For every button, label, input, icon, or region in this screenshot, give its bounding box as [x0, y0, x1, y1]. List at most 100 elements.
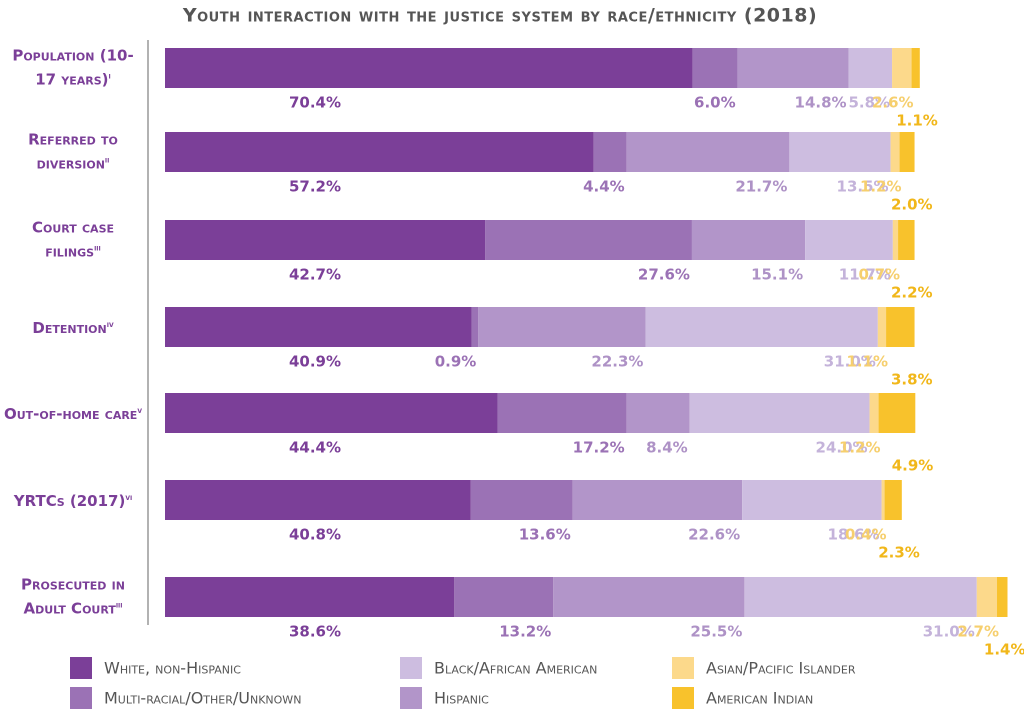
value-label: 70.4%	[289, 94, 341, 112]
value-label: 22.3%	[591, 353, 643, 371]
category-text: Detention	[32, 319, 107, 337]
value-label: 42.7%	[289, 266, 341, 284]
value-label: 15.1%	[751, 266, 803, 284]
value-label: 0.9%	[435, 353, 477, 371]
value-label: 40.8%	[289, 526, 341, 544]
bar-segment	[645, 307, 878, 347]
footnote-marker: i	[108, 71, 111, 82]
value-label: 2.2%	[891, 284, 933, 302]
value-label: 21.7%	[735, 178, 787, 196]
bar-segment	[789, 132, 891, 172]
category-label: Detentioniv	[4, 315, 142, 339]
bar-segment	[689, 393, 870, 433]
bar-segment	[997, 577, 1008, 617]
chart-title: Youth interaction with the justice syste…	[182, 5, 817, 27]
bar-segment	[165, 220, 486, 260]
bar-segment	[892, 48, 912, 88]
value-label: 1.4%	[984, 641, 1024, 659]
value-label: 2.0%	[891, 196, 933, 214]
value-label: 13.5%	[837, 178, 889, 196]
bar-segment	[471, 307, 479, 347]
bar-segment	[572, 480, 743, 520]
category-label: Prosecuted in Adult Courtiii	[4, 575, 142, 620]
value-label: 13.2%	[499, 623, 551, 641]
bar-segment	[470, 480, 573, 520]
category-label: YRTCs (2017)vi	[4, 488, 142, 512]
bar-segment	[691, 220, 806, 260]
bar-segment	[886, 307, 915, 347]
bar-segment	[848, 48, 893, 88]
bar-segment	[869, 393, 879, 433]
bar-segment	[626, 132, 790, 172]
bar-segment	[478, 307, 646, 347]
bar-segment	[553, 577, 745, 617]
bar-segment	[165, 132, 594, 172]
value-label: 40.9%	[289, 353, 341, 371]
bar-segment	[165, 307, 472, 347]
legend-swatch	[400, 687, 422, 709]
legend-label: White, non-Hispanic	[104, 659, 241, 678]
bar-segment	[911, 48, 920, 88]
bar-segment	[899, 132, 915, 172]
value-label: 0.7%	[858, 266, 900, 284]
category-label: Court case filingsiii	[4, 218, 142, 263]
value-label: 27.6%	[638, 266, 690, 284]
bar-segment	[890, 132, 900, 172]
bar-segment	[878, 393, 916, 433]
value-label: 11.7%	[839, 266, 891, 284]
bar-segment	[165, 48, 693, 88]
value-label: 1.2%	[860, 178, 902, 196]
value-label: 2.6%	[872, 94, 914, 112]
value-label: 4.9%	[892, 457, 934, 475]
bar-segment	[737, 48, 849, 88]
footnote-marker: iv	[106, 320, 114, 330]
bar-segment	[626, 393, 690, 433]
value-label: 6.0%	[694, 94, 736, 112]
value-label: 25.5%	[690, 623, 742, 641]
value-label: 24.0%	[816, 439, 868, 457]
bar-segment	[165, 577, 455, 617]
bar-segment	[898, 220, 915, 260]
legend-swatch	[400, 657, 422, 679]
value-label: 17.2%	[573, 439, 625, 457]
value-label: 22.6%	[688, 526, 740, 544]
value-label: 0.4%	[845, 526, 887, 544]
bar-segment	[884, 480, 902, 520]
value-label: 1.2%	[839, 439, 881, 457]
legend-label: Asian/Pacific Islander	[706, 659, 856, 678]
bar-segment	[165, 480, 471, 520]
footnote-marker: ii	[104, 155, 110, 166]
bar-segment	[976, 577, 998, 617]
category-label: Population (10-17 years)i	[4, 46, 142, 91]
legend-label: Black/African American	[434, 659, 597, 678]
value-label: 4.4%	[583, 178, 625, 196]
legend-swatch	[70, 687, 92, 709]
bar-segment	[692, 48, 738, 88]
legend-label: Multi-racial/Other/Unknown	[104, 689, 301, 708]
value-label: 14.8%	[795, 94, 847, 112]
value-label: 44.4%	[289, 439, 341, 457]
value-label: 38.6%	[289, 623, 341, 641]
legend-label: American Indian	[706, 689, 813, 708]
bar-segment	[593, 132, 627, 172]
category-text: Population (10-17 years)	[12, 46, 134, 89]
legend-swatch	[672, 657, 694, 679]
bar-segment	[497, 393, 627, 433]
legend-swatch	[70, 657, 92, 679]
legend-swatch	[672, 687, 694, 709]
bar-segment	[742, 480, 882, 520]
value-label: 31.0%	[824, 353, 876, 371]
value-label: 2.7%	[957, 623, 999, 641]
value-label: 3.8%	[891, 371, 933, 389]
category-text: Out-of-home care	[4, 405, 138, 423]
value-label: 1.1%	[896, 112, 938, 130]
value-label: 5.8%	[848, 94, 890, 112]
bar-segment	[165, 393, 498, 433]
value-label: 57.2%	[289, 178, 341, 196]
bar-segment	[454, 577, 554, 617]
bar-segment	[744, 577, 977, 617]
bar-segment	[805, 220, 893, 260]
category-label: Out-of-home carev	[4, 401, 142, 425]
